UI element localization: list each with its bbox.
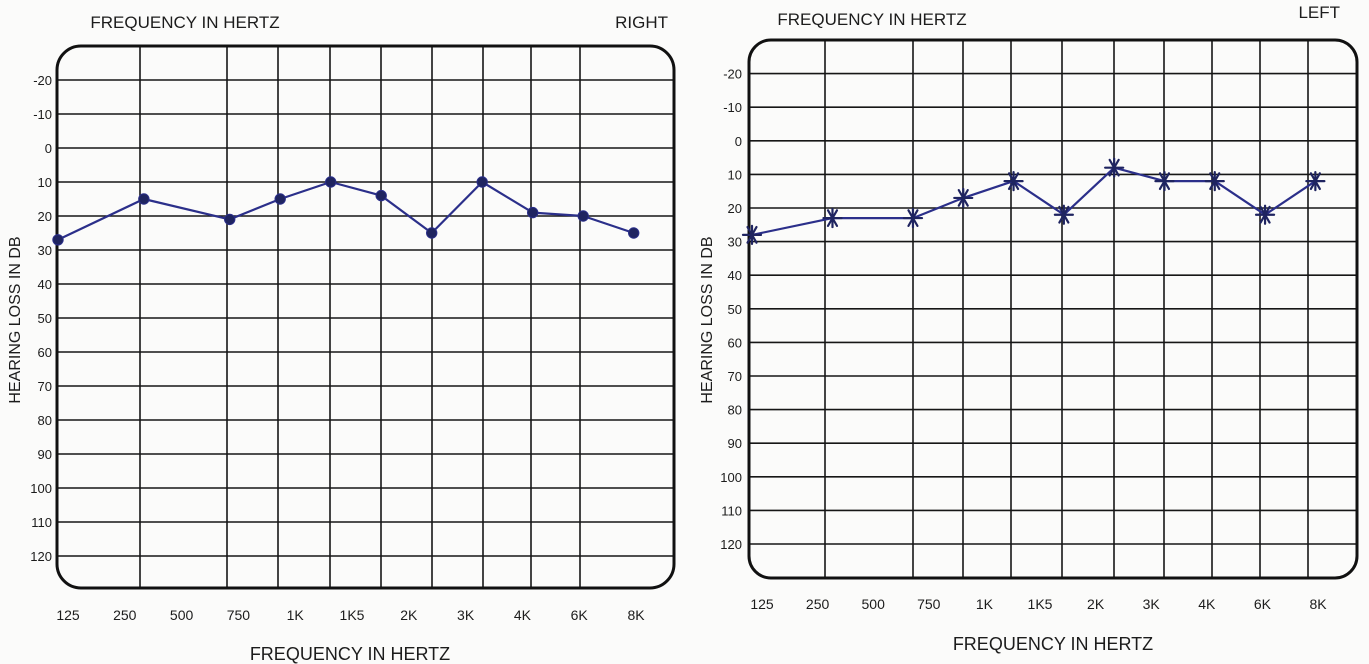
x-tick-label: 8K xyxy=(627,607,645,623)
y-tick-label: 20 xyxy=(728,201,742,216)
y-tick-label: 30 xyxy=(38,243,52,258)
x-tick-label: 4K xyxy=(1198,596,1216,612)
plot-frame xyxy=(747,38,1359,580)
data-point-marker xyxy=(325,176,337,188)
x-tick-label: 3K xyxy=(1143,596,1161,612)
y-tick-label: 80 xyxy=(38,413,52,428)
x-tick-label: 3K xyxy=(457,607,475,623)
data-point-marker xyxy=(1154,171,1175,192)
x-tick-label: 8K xyxy=(1309,596,1327,612)
y-tick-label: -20 xyxy=(723,67,742,82)
x-tick-label: 2K xyxy=(400,607,418,623)
grid xyxy=(749,40,1357,578)
data-point-marker xyxy=(224,213,236,226)
y-tick-label: -10 xyxy=(33,107,52,122)
data-point-marker xyxy=(426,227,438,239)
y-tick-label: 110 xyxy=(721,503,742,518)
y-tick-label: 0 xyxy=(45,141,52,156)
data-point-marker xyxy=(138,193,150,205)
audiogram-panel-right: FREQUENCY IN HERTZ RIGHT FREQUENCY IN HERT… xyxy=(7,13,676,664)
data-point-marker xyxy=(52,234,64,246)
top-title: FREQUENCY IN HERTZ xyxy=(777,10,966,29)
y-tick-label: 90 xyxy=(728,436,742,451)
data-point-marker xyxy=(375,189,387,202)
y-tick-label: 90 xyxy=(38,447,52,462)
y-tick-label: 50 xyxy=(38,311,52,326)
x-tick-label: 125 xyxy=(56,607,80,623)
data-point-marker xyxy=(1254,204,1276,225)
y-tick-label: 30 xyxy=(728,235,742,250)
x-tick-label: 750 xyxy=(227,607,251,623)
data-point-marker xyxy=(1003,171,1024,192)
y-tick-label: 60 xyxy=(38,345,52,360)
y-tick-label: 50 xyxy=(728,302,742,317)
y-tick-label: 120 xyxy=(720,537,742,552)
x-tick-label: 1K5 xyxy=(1028,596,1053,612)
x-tick-label: 2K xyxy=(1087,596,1105,612)
data-point-marker xyxy=(628,227,640,239)
y-tick-label: 20 xyxy=(38,209,52,224)
y-tick-label: -10 xyxy=(723,100,742,115)
grid xyxy=(57,46,674,588)
data-point-marker xyxy=(527,206,539,219)
data-point-marker xyxy=(902,207,924,229)
x-tick-label: 4K xyxy=(514,607,532,623)
ear-label: RIGHT xyxy=(615,13,668,32)
y-tick-label: 60 xyxy=(728,335,742,350)
y-tick-label: 70 xyxy=(728,369,742,384)
data-point-marker xyxy=(741,224,763,245)
y-axis-label: HEARING LOSS IN DB xyxy=(699,236,716,403)
x-tick-label: 500 xyxy=(862,596,886,612)
x-axis-label: FREQUENCY IN HERTZ xyxy=(250,644,450,664)
top-title: FREQUENCY IN HERTZ xyxy=(90,13,279,32)
y-tick-label: 110 xyxy=(31,515,52,530)
y-tick-label: 40 xyxy=(38,277,52,292)
y-tick-label: 70 xyxy=(38,379,52,394)
x-tick-label: 125 xyxy=(750,596,774,612)
y-tick-label: 100 xyxy=(30,481,52,496)
x-tick-label: 1K xyxy=(287,607,305,623)
y-tick-label: 10 xyxy=(38,175,52,190)
data-point-marker xyxy=(1204,171,1225,192)
y-tick-label: 0 xyxy=(735,134,742,149)
y-tick-label: 40 xyxy=(728,268,742,283)
data-point-marker xyxy=(1305,171,1326,192)
x-tick-label: 1K xyxy=(976,596,994,612)
data-point-marker xyxy=(476,176,488,188)
x-tick-label: 250 xyxy=(806,596,830,612)
y-axis-label: HEARING LOSS IN DB xyxy=(7,236,24,403)
x-tick-label: 250 xyxy=(113,607,137,623)
x-tick-label: 750 xyxy=(917,596,941,612)
y-tick-label: -20 xyxy=(33,73,52,88)
plot-frame xyxy=(55,44,676,590)
data-point-marker xyxy=(1053,204,1074,225)
data-point-marker xyxy=(274,193,286,205)
data-point-marker xyxy=(1104,157,1125,178)
y-tick-label: 100 xyxy=(720,470,742,485)
x-tick-label: 500 xyxy=(170,607,194,623)
x-tick-label: 1K5 xyxy=(340,607,365,623)
series-line xyxy=(57,180,635,241)
y-tick-label: 10 xyxy=(728,167,742,182)
data-point-marker xyxy=(953,187,974,209)
x-axis-label: FREQUENCY IN HERTZ xyxy=(953,634,1153,654)
x-tick-label: 6K xyxy=(571,607,589,623)
x-tick-label: 6K xyxy=(1254,596,1272,612)
audiogram-panel-left: FREQUENCY IN HERTZ LEFT FREQUENCY IN HERTZ… xyxy=(699,3,1359,654)
y-tick-label: 120 xyxy=(30,549,52,564)
y-tick-label: 80 xyxy=(728,403,742,418)
data-point-marker xyxy=(822,207,843,229)
data-point-marker xyxy=(577,210,589,222)
ear-label: LEFT xyxy=(1298,3,1340,22)
